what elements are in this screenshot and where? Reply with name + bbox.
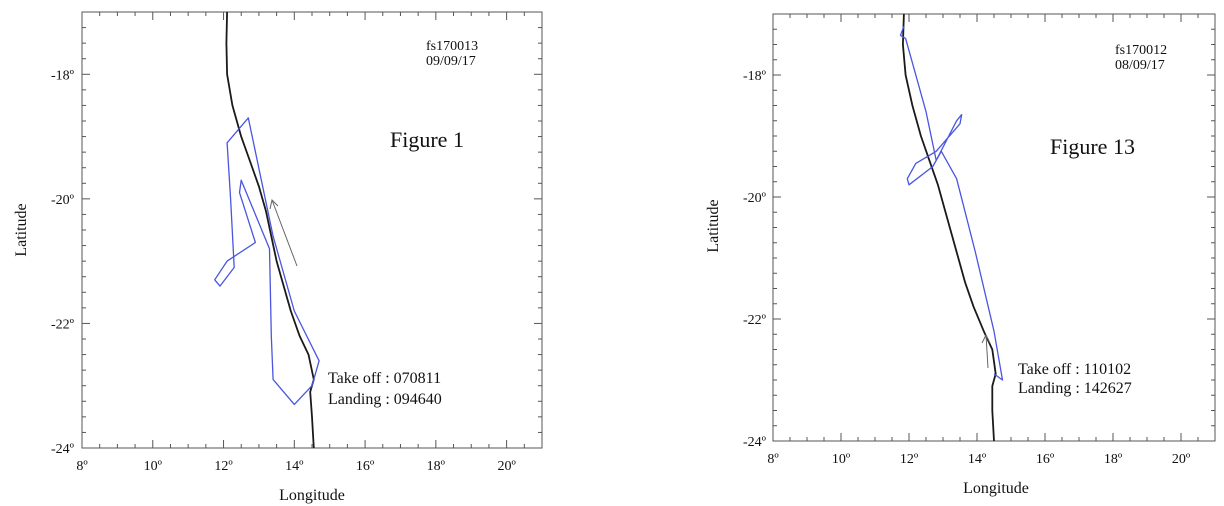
- x-tick-label: 14º: [285, 459, 304, 474]
- x-tick-label: 20º: [497, 459, 516, 474]
- series-layer: [899, 13, 1004, 442]
- axis-ticks: [772, 13, 1216, 442]
- flight-id: fs170012: [1115, 43, 1167, 58]
- takeoff-time: Take off : 070811: [328, 370, 441, 387]
- x-tick-label: 12º: [214, 459, 233, 474]
- y-axis-label: Latitude: [13, 203, 30, 256]
- y-tick-labels: -18º -20º -22º -24º: [51, 68, 75, 457]
- axis-ticks: [81, 11, 543, 449]
- x-axis-label: Longitude: [279, 487, 345, 504]
- flight-date: 09/09/17: [426, 54, 476, 69]
- flight-track-line: [214, 117, 320, 406]
- flight-id: fs170013: [426, 39, 478, 54]
- figure-label: Figure 1: [390, 127, 464, 152]
- takeoff-time: Take off : 110102: [1018, 361, 1131, 378]
- y-tick-label: -24º: [743, 435, 767, 450]
- coastline-line: [225, 11, 315, 449]
- x-tick-label: 16º: [1036, 452, 1055, 467]
- x-tick-label: 18º: [1104, 452, 1123, 467]
- y-tick-label: -22º: [743, 313, 767, 328]
- x-tick-label: 12º: [900, 452, 919, 467]
- x-tick-label: 18º: [427, 459, 446, 474]
- x-tick-label: 8º: [767, 452, 779, 467]
- y-tick-label: -18º: [743, 69, 767, 84]
- coastline-line: [902, 13, 997, 442]
- x-axis-label: Longitude: [963, 480, 1029, 497]
- x-tick-labels: 8º 10º 12º 14º 16º 18º 20º: [767, 452, 1191, 467]
- chart-panel-2: 8º 10º 12º 14º 16º 18º 20º -18º -20º -22º -24º Lo…: [705, 13, 1216, 497]
- y-tick-label: -18º: [51, 68, 75, 83]
- y-axis-label: Latitude: [705, 199, 722, 252]
- y-tick-label: -24º: [51, 442, 75, 457]
- y-tick-label: -20º: [743, 191, 767, 206]
- y-tick-labels: -18º -20º -22º -24º: [743, 69, 767, 450]
- direction-arrow: [269, 199, 298, 267]
- y-tick-label: -22º: [51, 317, 75, 332]
- landing-time: Landing : 142627: [1018, 380, 1132, 397]
- x-tick-label: 10º: [144, 459, 163, 474]
- x-tick-labels: 8º 10º 12º 14º 16º 18º 20º: [76, 459, 516, 474]
- x-tick-label: 8º: [76, 459, 88, 474]
- x-tick-label: 20º: [1172, 452, 1191, 467]
- flight-date: 08/09/17: [1115, 58, 1165, 73]
- x-tick-label: 14º: [968, 452, 987, 467]
- direction-arrow: [981, 333, 991, 369]
- x-tick-label: 16º: [356, 459, 375, 474]
- landing-time: Landing : 094640: [328, 391, 442, 408]
- chart-panel-1: 8º 10º 12º 14º 16º 18º 20º -18º -20º -22º -24º Lo…: [13, 11, 543, 504]
- figure-label: Figure 13: [1050, 134, 1135, 159]
- series-layer: [214, 11, 320, 449]
- y-tick-label: -20º: [51, 193, 75, 208]
- x-tick-label: 10º: [832, 452, 851, 467]
- flight-track-line: [899, 25, 1004, 381]
